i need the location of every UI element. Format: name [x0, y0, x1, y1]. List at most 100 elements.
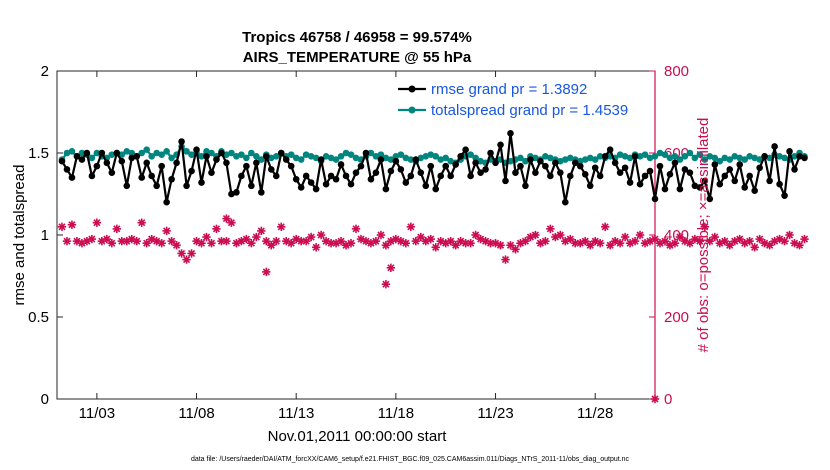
- rmse-point: [367, 175, 375, 183]
- totalspread-point: [566, 154, 574, 162]
- totalspread-point: [68, 148, 76, 155]
- rmse-point: [427, 162, 435, 170]
- obs-count-point: [506, 241, 515, 250]
- obs-count-point: [202, 232, 211, 242]
- obs-count-point: [346, 239, 356, 248]
- totalspread-point: [78, 149, 86, 157]
- rmse-point: [571, 159, 579, 167]
- rmse-point: [307, 179, 315, 186]
- rmse-point: [312, 185, 320, 193]
- totalspread-point: [542, 152, 549, 160]
- rmse-point: [178, 138, 185, 145]
- rmse-point: [462, 146, 469, 154]
- obs-count-point: [316, 230, 326, 240]
- obs-count-point: [87, 234, 97, 244]
- obs-count-point: [62, 236, 72, 246]
- rmse-point: [58, 157, 66, 165]
- rmse-point: [277, 149, 285, 157]
- totalspread-point: [233, 152, 240, 160]
- x-tick-label: 11/18: [378, 405, 414, 422]
- rmse-point: [198, 179, 205, 186]
- rmse-point: [796, 152, 803, 160]
- totalspread-point: [118, 151, 126, 158]
- obs-count-point: [222, 236, 231, 246]
- totalspread-point: [646, 154, 654, 162]
- totalspread-point: [402, 154, 410, 162]
- totalspread-point: [681, 152, 689, 160]
- totalspread-point: [437, 156, 445, 163]
- rmse-point: [621, 164, 629, 172]
- rmse-point: [302, 172, 310, 180]
- totalspread-point: [781, 154, 788, 162]
- totalspread-point: [128, 149, 136, 157]
- rmse-point: [342, 172, 350, 180]
- obs-count-point: [615, 239, 625, 248]
- rmse-point: [517, 162, 524, 170]
- totalspread-point: [616, 151, 624, 158]
- rmse-point: [153, 182, 160, 190]
- rmse-point: [706, 195, 714, 203]
- obs-count-point: [137, 218, 146, 227]
- rmse-point: [402, 179, 410, 186]
- rmse-point: [532, 169, 539, 176]
- rmse-point: [497, 141, 504, 149]
- totalspread-point: [63, 149, 71, 157]
- x-tick-label: 11/28: [577, 405, 613, 422]
- totalspread-point: [367, 149, 375, 157]
- obs-count-point: [67, 220, 77, 229]
- y-left-tick-label: 2: [41, 63, 49, 80]
- obs-count-point: [556, 230, 565, 240]
- chart-title: Tropics 46758 / 46958 = 99.574%: [242, 29, 472, 46]
- obs-count-point: [800, 234, 809, 244]
- rmse-point: [552, 159, 559, 167]
- y-right-tick-label: 0: [664, 391, 672, 408]
- obs-count-point: [426, 234, 435, 244]
- obs-count-point: [780, 236, 789, 246]
- totalspread-point: [292, 154, 300, 162]
- totalspread-point: [626, 154, 634, 162]
- totalspread-point: [248, 149, 255, 157]
- obs-count-point: [306, 232, 316, 242]
- rmse-point: [611, 159, 619, 167]
- rmse-point: [447, 172, 454, 180]
- rmse-point: [243, 162, 250, 170]
- rmse-point: [671, 159, 679, 167]
- obs-count-point: [431, 243, 440, 252]
- totalspread-point: [407, 156, 415, 163]
- totalspread-point: [686, 149, 694, 157]
- rmse-point: [487, 149, 494, 157]
- rmse-point: [113, 149, 121, 157]
- rmse-point: [716, 180, 724, 188]
- totalspread-point: [243, 154, 250, 162]
- rmse-point: [263, 152, 270, 160]
- rmse-point: [586, 182, 594, 190]
- rmse-point: [372, 169, 380, 176]
- totalspread-point: [287, 151, 295, 158]
- y-right-tick-label: 200: [664, 309, 689, 326]
- obs-count-point: [177, 249, 186, 258]
- rmse-point: [248, 182, 255, 190]
- rmse-point: [357, 162, 365, 170]
- totalspread-point: [442, 154, 450, 162]
- totalspread-point: [108, 151, 116, 158]
- rmse-point: [118, 157, 126, 165]
- totalspread-point: [716, 157, 724, 165]
- rmse-point: [442, 162, 450, 170]
- rmse-line: [61, 132, 805, 204]
- rmse-point: [776, 180, 783, 188]
- totalspread-point: [751, 154, 758, 162]
- legend-marker: [408, 106, 416, 114]
- obs-count-point: [795, 241, 804, 250]
- rmse-point: [108, 169, 116, 176]
- totalspread-point: [596, 152, 604, 160]
- totalspread-point: [392, 152, 400, 160]
- rmse-point: [208, 169, 215, 176]
- rmse-point: [676, 185, 684, 193]
- obs-count-point: [541, 236, 550, 246]
- obs-count-point: [605, 241, 615, 250]
- totalspread-point: [238, 151, 245, 158]
- totalspread-point: [586, 154, 594, 162]
- rmse-point: [746, 172, 753, 180]
- obs-count-point: [595, 239, 605, 248]
